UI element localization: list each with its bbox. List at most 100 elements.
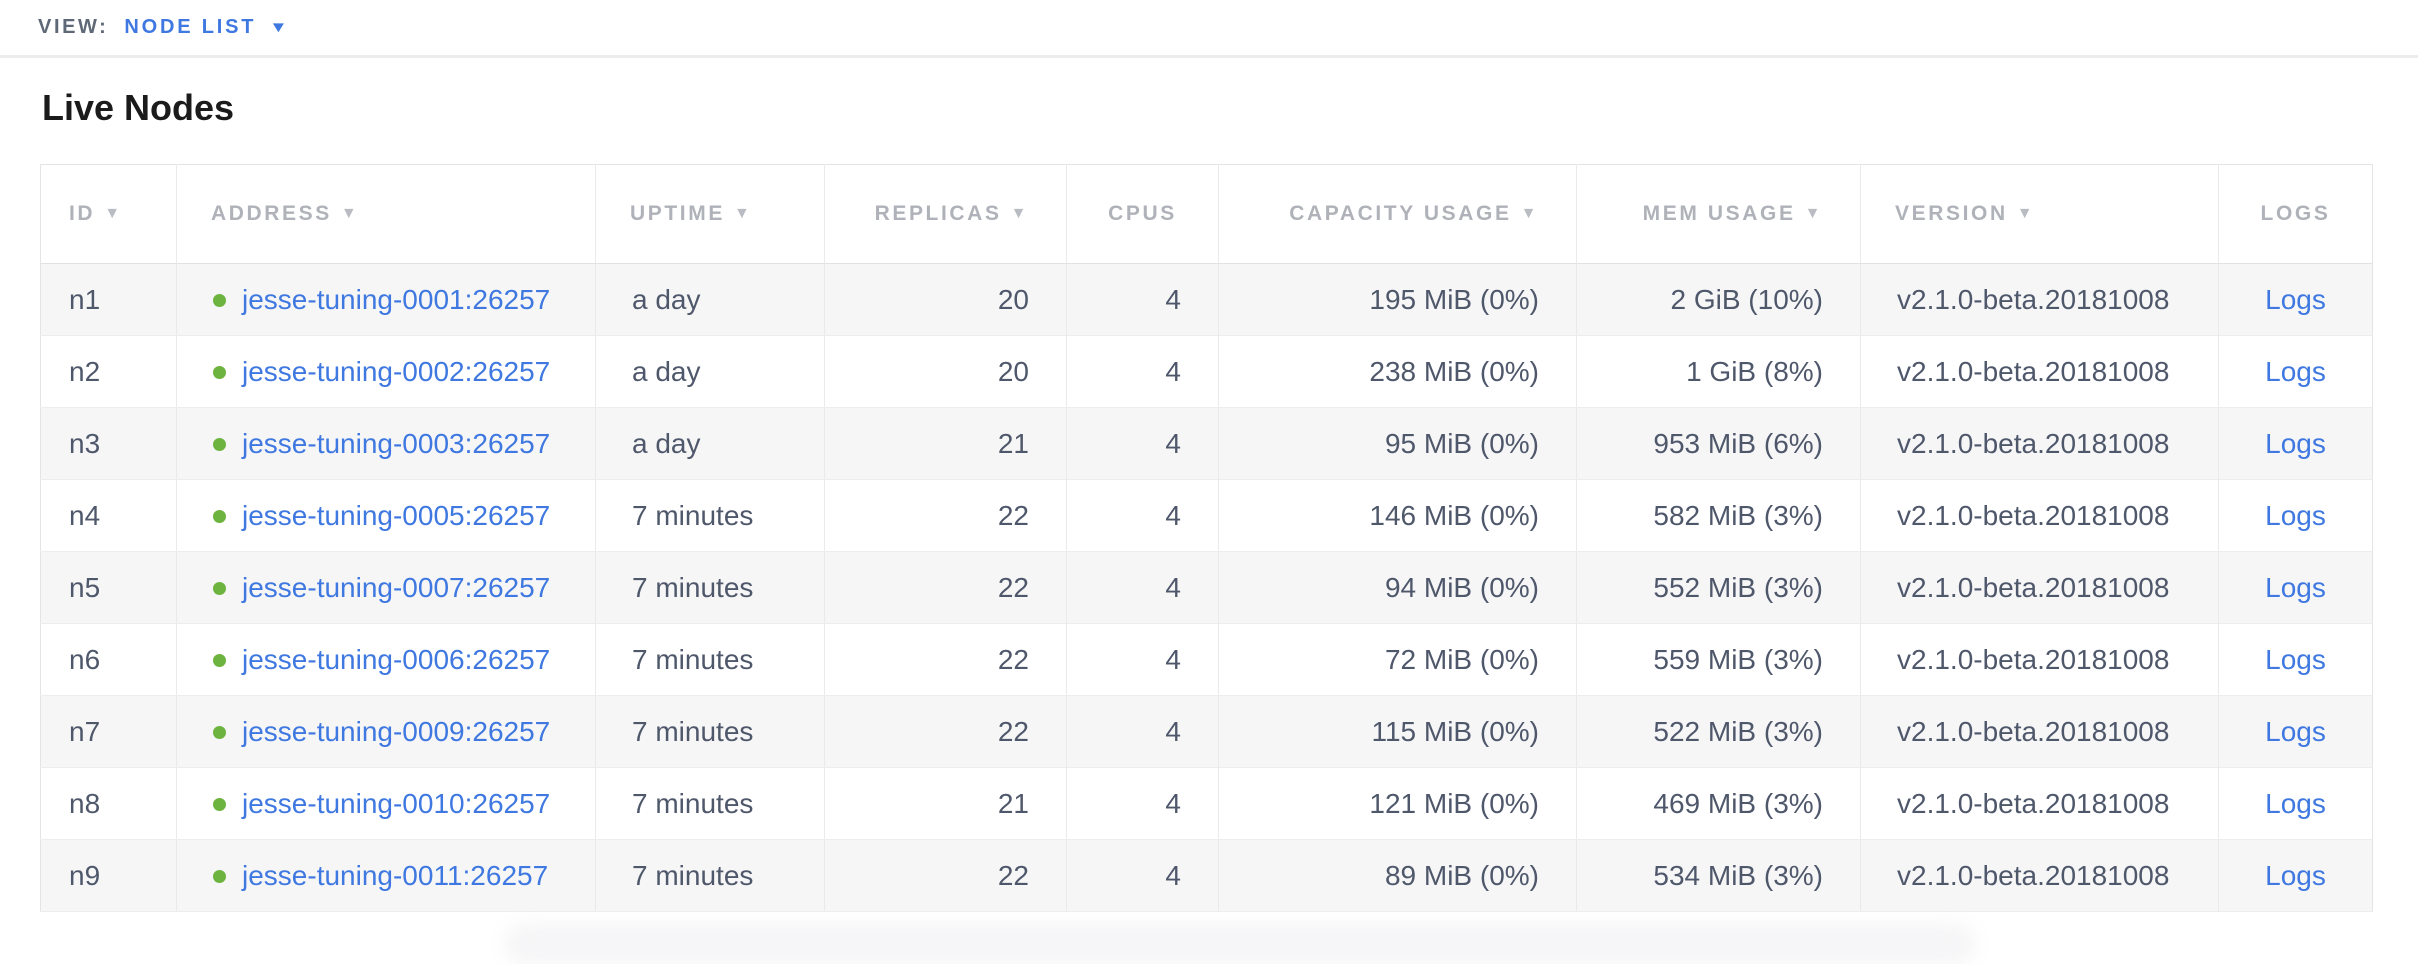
view-selected-value: NODE LIST [124, 16, 257, 38]
column-header-logs: LOGS [2218, 164, 2373, 264]
below-fold-card-shadow [505, 924, 1975, 964]
address-cell: jesse-tuning-0011:26257 [176, 839, 596, 912]
node-address-link[interactable]: jesse-tuning-0001:26257 [242, 283, 551, 315]
uptime-cell: 7 minutes [595, 767, 825, 840]
sort-desc-icon: ▼ [1804, 205, 1823, 222]
logs-link[interactable]: Logs [2265, 499, 2326, 531]
column-header-replicas[interactable]: REPLICAS ▼ [824, 164, 1067, 264]
node-address-link[interactable]: jesse-tuning-0009:26257 [242, 715, 551, 747]
version-cell: v2.1.0-beta.20181008 [1860, 551, 2219, 624]
logs-cell: Logs [2218, 551, 2373, 624]
sort-desc-icon: ▼ [2016, 205, 2036, 222]
column-label: UPTIME [630, 202, 725, 225]
column-label: ADDRESS [211, 202, 332, 225]
cpus-cell: 4 [1066, 767, 1219, 840]
column-header-cpus: CPUS [1066, 164, 1219, 264]
uptime-cell: a day [595, 407, 825, 480]
uptime-cell: a day [595, 263, 825, 336]
replicas-cell: 22 [824, 479, 1067, 552]
table-row: n3 jesse-tuning-0003:26257 a day 21 4 95 MiB … [40, 407, 2373, 480]
capacity-cell: 238 MiB (0%) [1218, 335, 1577, 408]
view-bar: VIEW: NODE LIST ▼ [0, 0, 2418, 58]
id-cell: n2 [40, 335, 177, 408]
replicas-cell: 21 [824, 407, 1067, 480]
table-row: n6 jesse-tuning-0006:26257 7 minutes 22 4 72 … [40, 623, 2373, 696]
mem-cell: 522 MiB (3%) [1576, 695, 1861, 768]
cpus-cell: 4 [1066, 335, 1219, 408]
column-header-uptime[interactable]: UPTIME ▼ [595, 164, 825, 264]
view-selector[interactable]: NODE LIST ▼ [124, 16, 289, 39]
node-live-status-icon [213, 797, 226, 811]
uptime-cell: a day [595, 335, 825, 408]
column-header-version[interactable]: VERSION ▼ [1860, 164, 2219, 264]
node-address-link[interactable]: jesse-tuning-0006:26257 [242, 643, 551, 675]
node-address-link[interactable]: jesse-tuning-0002:26257 [242, 355, 551, 387]
mem-cell: 469 MiB (3%) [1576, 767, 1861, 840]
node-live-status-icon [213, 581, 226, 595]
replicas-cell: 22 [824, 551, 1067, 624]
id-cell: n1 [40, 263, 177, 336]
logs-cell: Logs [2218, 695, 2373, 768]
logs-link[interactable]: Logs [2265, 355, 2326, 387]
table-body: n1 jesse-tuning-0001:26257 a day 20 4 195 MiB… [40, 263, 2373, 912]
id-cell: n6 [40, 623, 177, 696]
logs-cell: Logs [2218, 407, 2373, 480]
chevron-down-icon: ▼ [269, 19, 289, 36]
column-header-mem[interactable]: MEM USAGE ▼ [1576, 164, 1861, 264]
logs-link[interactable]: Logs [2265, 787, 2326, 819]
capacity-cell: 94 MiB (0%) [1218, 551, 1577, 624]
column-label: LOGS [2260, 202, 2331, 225]
column-label: MEM USAGE [1642, 202, 1796, 225]
table-row: n8 jesse-tuning-0010:26257 7 minutes 21 4 121… [40, 767, 2373, 840]
cpus-cell: 4 [1066, 551, 1219, 624]
logs-link[interactable]: Logs [2265, 715, 2326, 747]
column-header-id[interactable]: ID ▼ [40, 164, 177, 264]
node-live-status-icon [213, 725, 226, 739]
cpus-cell: 4 [1066, 263, 1219, 336]
logs-link[interactable]: Logs [2265, 427, 2326, 459]
view-label: VIEW: [38, 16, 109, 38]
node-address-link[interactable]: jesse-tuning-0010:26257 [242, 787, 551, 819]
capacity-cell: 195 MiB (0%) [1218, 263, 1577, 336]
logs-cell: Logs [2218, 839, 2373, 912]
node-address-link[interactable]: jesse-tuning-0003:26257 [242, 427, 551, 459]
table-row: n4 jesse-tuning-0005:26257 7 minutes 22 4 146… [40, 479, 2373, 552]
logs-cell: Logs [2218, 479, 2373, 552]
column-label: ID [69, 202, 96, 225]
table-row: n9 jesse-tuning-0011:26257 7 minutes 22 4 89 … [40, 839, 2373, 912]
table-row: n1 jesse-tuning-0001:26257 a day 20 4 195 MiB… [40, 263, 2373, 336]
address-cell: jesse-tuning-0003:26257 [176, 407, 596, 480]
column-header-capacity[interactable]: CAPACITY USAGE ▼ [1218, 164, 1577, 264]
address-cell: jesse-tuning-0002:26257 [176, 335, 596, 408]
node-address-link[interactable]: jesse-tuning-0005:26257 [242, 499, 551, 531]
logs-link[interactable]: Logs [2265, 643, 2326, 675]
logs-link[interactable]: Logs [2265, 283, 2326, 315]
id-cell: n8 [40, 767, 177, 840]
table-header: ID ▼ ADDRESS ▼ UPTIME ▼ REPLICAS ▼ CPUS CAPACITY … [40, 164, 2373, 264]
id-cell: n9 [40, 839, 177, 912]
uptime-cell: 7 minutes [595, 479, 825, 552]
sort-desc-icon: ▼ [733, 205, 753, 222]
logs-cell: Logs [2218, 623, 2373, 696]
column-header-address[interactable]: ADDRESS ▼ [176, 164, 596, 264]
main-content: Live Nodes ID ▼ ADDRESS ▼ UPTIME ▼ REPLICAS ▼ CP… [0, 85, 2418, 912]
node-address-link[interactable]: jesse-tuning-0007:26257 [242, 571, 551, 603]
node-live-status-icon [213, 869, 226, 883]
cpus-cell: 4 [1066, 407, 1219, 480]
logs-link[interactable]: Logs [2265, 571, 2326, 603]
address-cell: jesse-tuning-0009:26257 [176, 695, 596, 768]
mem-cell: 534 MiB (3%) [1576, 839, 1861, 912]
logs-link[interactable]: Logs [2265, 859, 2326, 891]
table-row: n5 jesse-tuning-0007:26257 7 minutes 22 4 94 … [40, 551, 2373, 624]
column-label: REPLICAS [874, 202, 1002, 225]
mem-cell: 559 MiB (3%) [1576, 623, 1861, 696]
node-address-link[interactable]: jesse-tuning-0011:26257 [242, 859, 549, 891]
capacity-cell: 89 MiB (0%) [1218, 839, 1577, 912]
mem-cell: 953 MiB (6%) [1576, 407, 1861, 480]
table-row: n2 jesse-tuning-0002:26257 a day 20 4 238 MiB… [40, 335, 2373, 408]
replicas-cell: 20 [824, 335, 1067, 408]
column-label: CAPACITY USAGE [1289, 202, 1512, 225]
id-cell: n5 [40, 551, 177, 624]
node-live-status-icon [213, 365, 226, 379]
version-cell: v2.1.0-beta.20181008 [1860, 623, 2219, 696]
